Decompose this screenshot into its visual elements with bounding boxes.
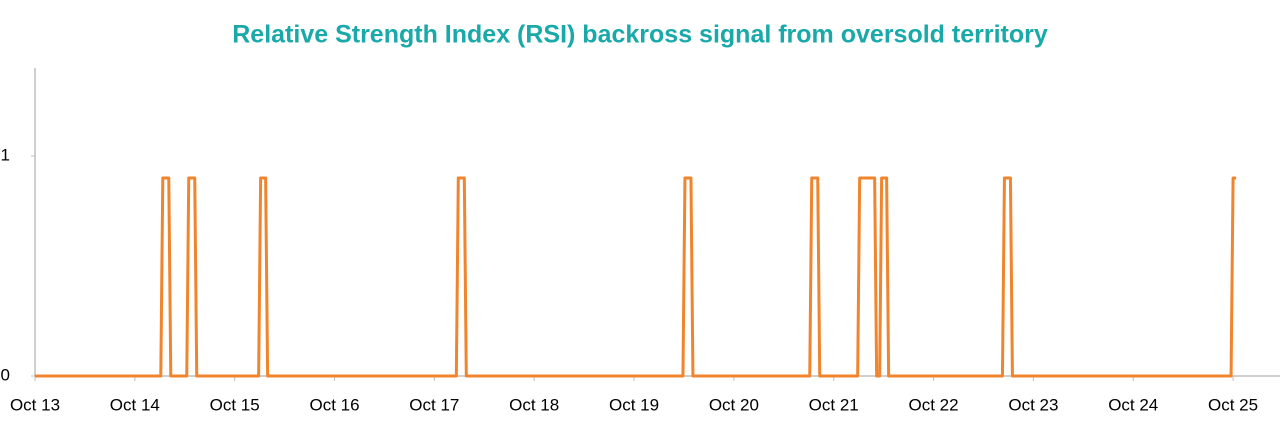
x-tick-label: Oct 16 xyxy=(309,395,359,414)
x-tick-label: Oct 22 xyxy=(909,395,959,414)
x-tick-label: Oct 17 xyxy=(409,395,459,414)
x-tick-label: Oct 14 xyxy=(110,395,160,414)
y-tick-label: 1 xyxy=(1,145,10,164)
x-tick-label: Oct 25 xyxy=(1208,395,1258,414)
x-tick-label: Oct 18 xyxy=(509,395,559,414)
x-tick-label: Oct 13 xyxy=(10,395,60,414)
chart-title: Relative Strength Index (RSI) backross s… xyxy=(232,21,1048,49)
x-tick-label: Oct 15 xyxy=(210,395,260,414)
y-tick-label: 0 xyxy=(1,365,10,384)
x-tick-label: Oct 21 xyxy=(809,395,859,414)
x-tick-label: Oct 23 xyxy=(1008,395,1058,414)
signal-line xyxy=(35,176,1237,378)
x-tick-label: Oct 20 xyxy=(709,395,759,414)
x-tick-label: Oct 24 xyxy=(1108,395,1158,414)
x-tick-label: Oct 19 xyxy=(609,395,659,414)
